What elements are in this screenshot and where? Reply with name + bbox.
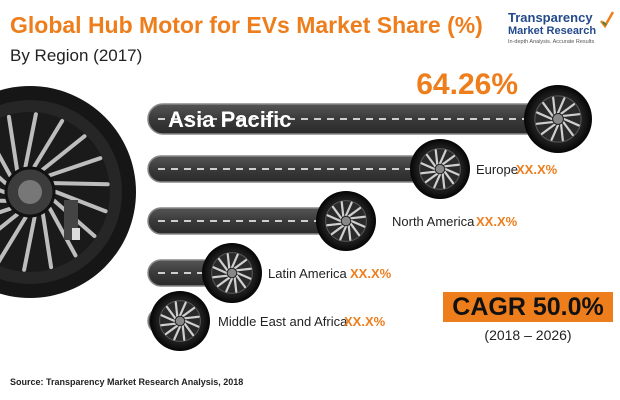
checkmark-icon [600, 11, 614, 29]
value-label: 64.26% [416, 68, 518, 101]
region-bar-group: Latin America XX.X% [147, 243, 392, 303]
hub-motor-wheel-icon [410, 139, 470, 199]
hub-motor-wheel-icon [150, 291, 210, 351]
chart-title: Global Hub Motor for EVs Market Share (%… [10, 12, 483, 38]
chart-subtitle: By Region (2017) [10, 46, 143, 65]
hub-motor-wheel-icon [524, 85, 592, 153]
region-bar-group: North America XX.X% [147, 191, 518, 251]
cagr-period: (2018 – 2026) [484, 327, 572, 343]
logo-tagline: In-depth Analysis. Accurate Results [508, 39, 595, 45]
value-label: XX.X% [350, 266, 392, 281]
value-label: XX.X% [344, 314, 386, 329]
source-note: Source: Transparency Market Research Ana… [10, 377, 244, 387]
category-label: Europe [476, 162, 518, 177]
value-label: XX.X% [476, 214, 518, 229]
value-label: XX.X% [516, 162, 558, 177]
company-logo: Transparency Market Research In-depth An… [508, 10, 614, 50]
hub-motor-icon [0, 86, 136, 298]
category-label: North America [392, 214, 475, 229]
region-bar-group: Asia Pacific 64.26% [147, 68, 592, 153]
category-label: Middle East and Africa [218, 314, 348, 329]
logo-name-line1: Transparency [508, 10, 593, 25]
cagr-label: CAGR 50.0% [443, 292, 613, 322]
category-label: Latin America [268, 266, 348, 281]
category-label: Asia Pacific [168, 107, 292, 132]
hub-motor-wheel-icon [202, 243, 262, 303]
logo-name-line2: Market Research [508, 25, 597, 37]
hub-motor-wheel-icon [316, 191, 376, 251]
